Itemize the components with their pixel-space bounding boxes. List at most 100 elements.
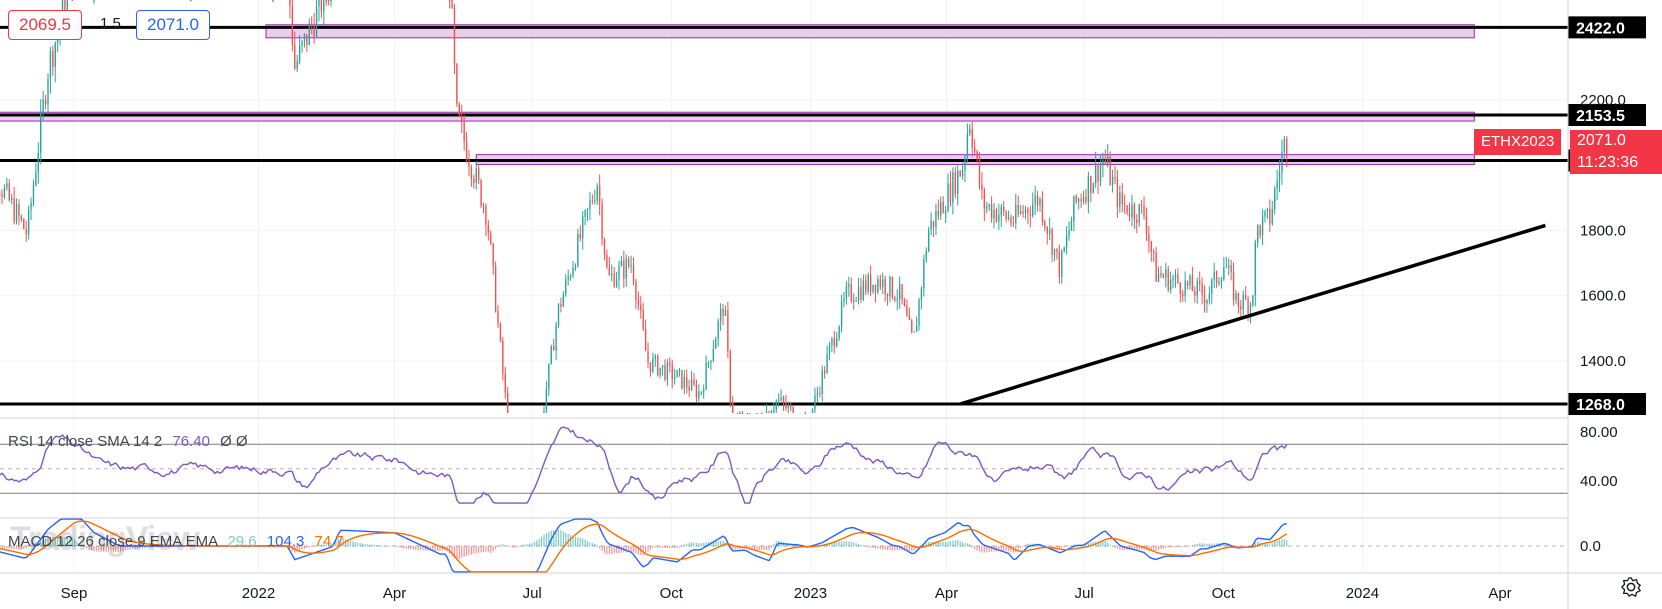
candle-body [748,413,751,414]
macd-hist-bar [1186,546,1189,547]
candle-body [698,391,700,398]
candle-body [1000,206,1002,216]
macd-hist-bar [1,546,3,549]
candle-body [780,397,782,400]
macd-hist-bar [845,541,848,547]
candle-body [1053,248,1056,256]
bid-price-button[interactable]: 2069.5 [8,10,82,40]
ask-price-button[interactable]: 2071.0 [136,10,210,40]
macd-hist-bar [618,546,620,553]
macd-hist-bar [722,540,724,547]
macd-hist-bar [654,546,656,548]
candle-body [869,274,872,292]
gear-icon[interactable] [1620,576,1642,598]
macd-hist-bar [756,546,758,550]
candle-body [1094,164,1097,184]
macd-hist-bar [52,537,54,547]
candle-body [710,360,712,363]
macd-hist-bar [1157,546,1160,550]
candle-body [927,230,930,252]
candle-body [10,198,13,201]
macd-hist-bar [1237,546,1239,547]
macd-hist-bar [1109,544,1111,547]
candle-body [32,185,35,203]
candle-body [693,379,695,385]
candle-body [940,201,942,216]
candle-body [461,115,463,123]
candle-body [862,280,865,300]
macd-hist-bar [983,546,985,553]
candle-body [1114,176,1116,179]
candle-body [981,184,983,190]
candle-body [473,178,475,183]
candle-body [894,297,896,301]
macd-hist-bar [335,540,337,547]
macd-hist-bar [998,546,1000,552]
macd-hist-bar [88,546,90,550]
macd-hist-bar [862,545,864,547]
trendline[interactable] [959,223,1546,406]
x-tick-label: Oct [1212,585,1236,602]
candle-body [828,345,831,355]
macd-hist-bar [61,537,64,547]
macd-hist-bar [1111,545,1114,547]
macd-hist-bar [134,546,136,549]
macd-hist-bar [894,546,896,551]
macd-hist-bar [1223,543,1225,547]
macd-hist-bar [637,546,639,555]
macd-hist-bar [840,541,843,547]
candle-body [458,103,461,116]
candle-body [301,41,303,46]
macd-hist-bar [657,546,659,548]
macd-hist-bar [652,546,654,548]
candle-body [1179,283,1182,294]
macd-hist-bar [136,546,139,549]
zone-rectangles[interactable] [0,24,1475,165]
macd-hist-bar [1070,544,1073,547]
candle-body [64,0,66,17]
candle-body [1249,305,1252,314]
macd-legend[interactable]: MACD 12 26 close 9 EMA EMA 29.6 104.3 74… [8,533,344,550]
macd-hist-bar [850,541,852,547]
macd-hist-bar [647,546,649,552]
candle-body [669,362,671,365]
candle-body [611,273,613,275]
candle-body [717,321,719,339]
macd-hist-bar [366,544,368,547]
candle-body [686,376,688,387]
macd-hist-bar [676,546,678,549]
macd-hist-bar [1097,541,1099,547]
candle-body [325,0,327,1]
candle-body [850,284,852,301]
candle-body [448,0,451,1]
macd-hist-bar [1266,543,1269,547]
candle-body [705,362,707,390]
macd-hist-bar [374,544,376,547]
macd-hist-bar [536,540,538,547]
macd-hist-bar [582,538,584,547]
macd-hist-bar [1206,543,1208,547]
candle-body [572,267,574,277]
candle-body [1174,274,1177,279]
macd-hist-bar [507,546,509,547]
candle-body [296,61,298,69]
macd-hist-bar [562,531,564,547]
candle-body [497,311,499,324]
candle-body [647,350,649,363]
candle-body [66,0,69,17]
rsi-legend[interactable]: RSI 14 close SMA 14 2 76.40 Ø Ø [8,433,248,450]
candle-body [35,172,37,186]
candle-body [792,406,794,413]
candle-body [998,215,1000,222]
candle-body [969,128,971,134]
candle-body [453,7,456,65]
macd-hist-bar [103,546,105,552]
candle-body [1002,206,1005,212]
candle-body [804,413,806,414]
candle-body [25,228,27,235]
macd-hist-bar [1211,543,1213,547]
candle-body [712,348,715,361]
macd-hist-bar [690,542,693,547]
